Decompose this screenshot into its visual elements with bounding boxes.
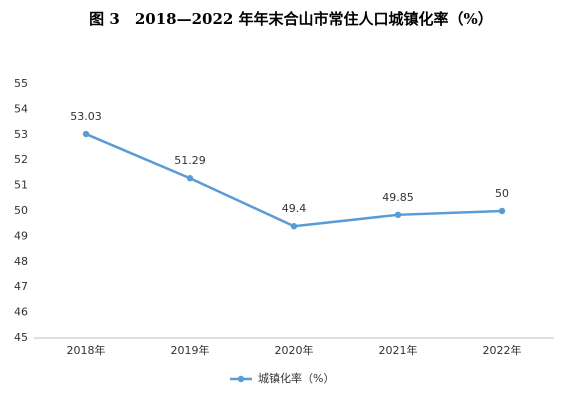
chart-title: 图 3 2018—2022 年年末合山市常住人口城镇化率（%）	[89, 10, 493, 28]
y-tick-label: 45	[14, 331, 28, 344]
data-label: 53.03	[70, 110, 102, 123]
y-tick-label: 47	[14, 280, 28, 293]
point	[498, 207, 506, 215]
data-label: 50	[495, 187, 509, 200]
y-tick-label: 53	[14, 128, 28, 141]
x-tick-label: 2019年	[171, 343, 210, 357]
point	[82, 130, 90, 138]
x-tick-label: 2018年	[67, 343, 106, 357]
x-tick-label: 2020年	[275, 343, 314, 357]
point	[394, 211, 402, 219]
x-tick-label: 2022年	[483, 343, 522, 357]
y-tick-label: 55	[14, 77, 28, 90]
data-label: 49.85	[382, 191, 414, 204]
point	[186, 175, 194, 182]
point	[290, 223, 298, 230]
y-tick-label: 49	[14, 229, 28, 242]
data-label: 49.4	[282, 202, 307, 215]
y-tick-label: 48	[14, 255, 28, 268]
y-tick-label: 50	[14, 204, 28, 217]
y-tick-label: 54	[14, 102, 28, 115]
legend-label: 城镇化率（%）	[258, 371, 334, 385]
y-tick-label: 51	[14, 179, 28, 192]
data-label: 51.29	[174, 154, 206, 167]
y-tick-label: 46	[14, 306, 28, 319]
x-tick-label: 2021年	[379, 343, 418, 357]
y-tick-label: 52	[14, 153, 28, 166]
legend-marker	[237, 375, 245, 383]
